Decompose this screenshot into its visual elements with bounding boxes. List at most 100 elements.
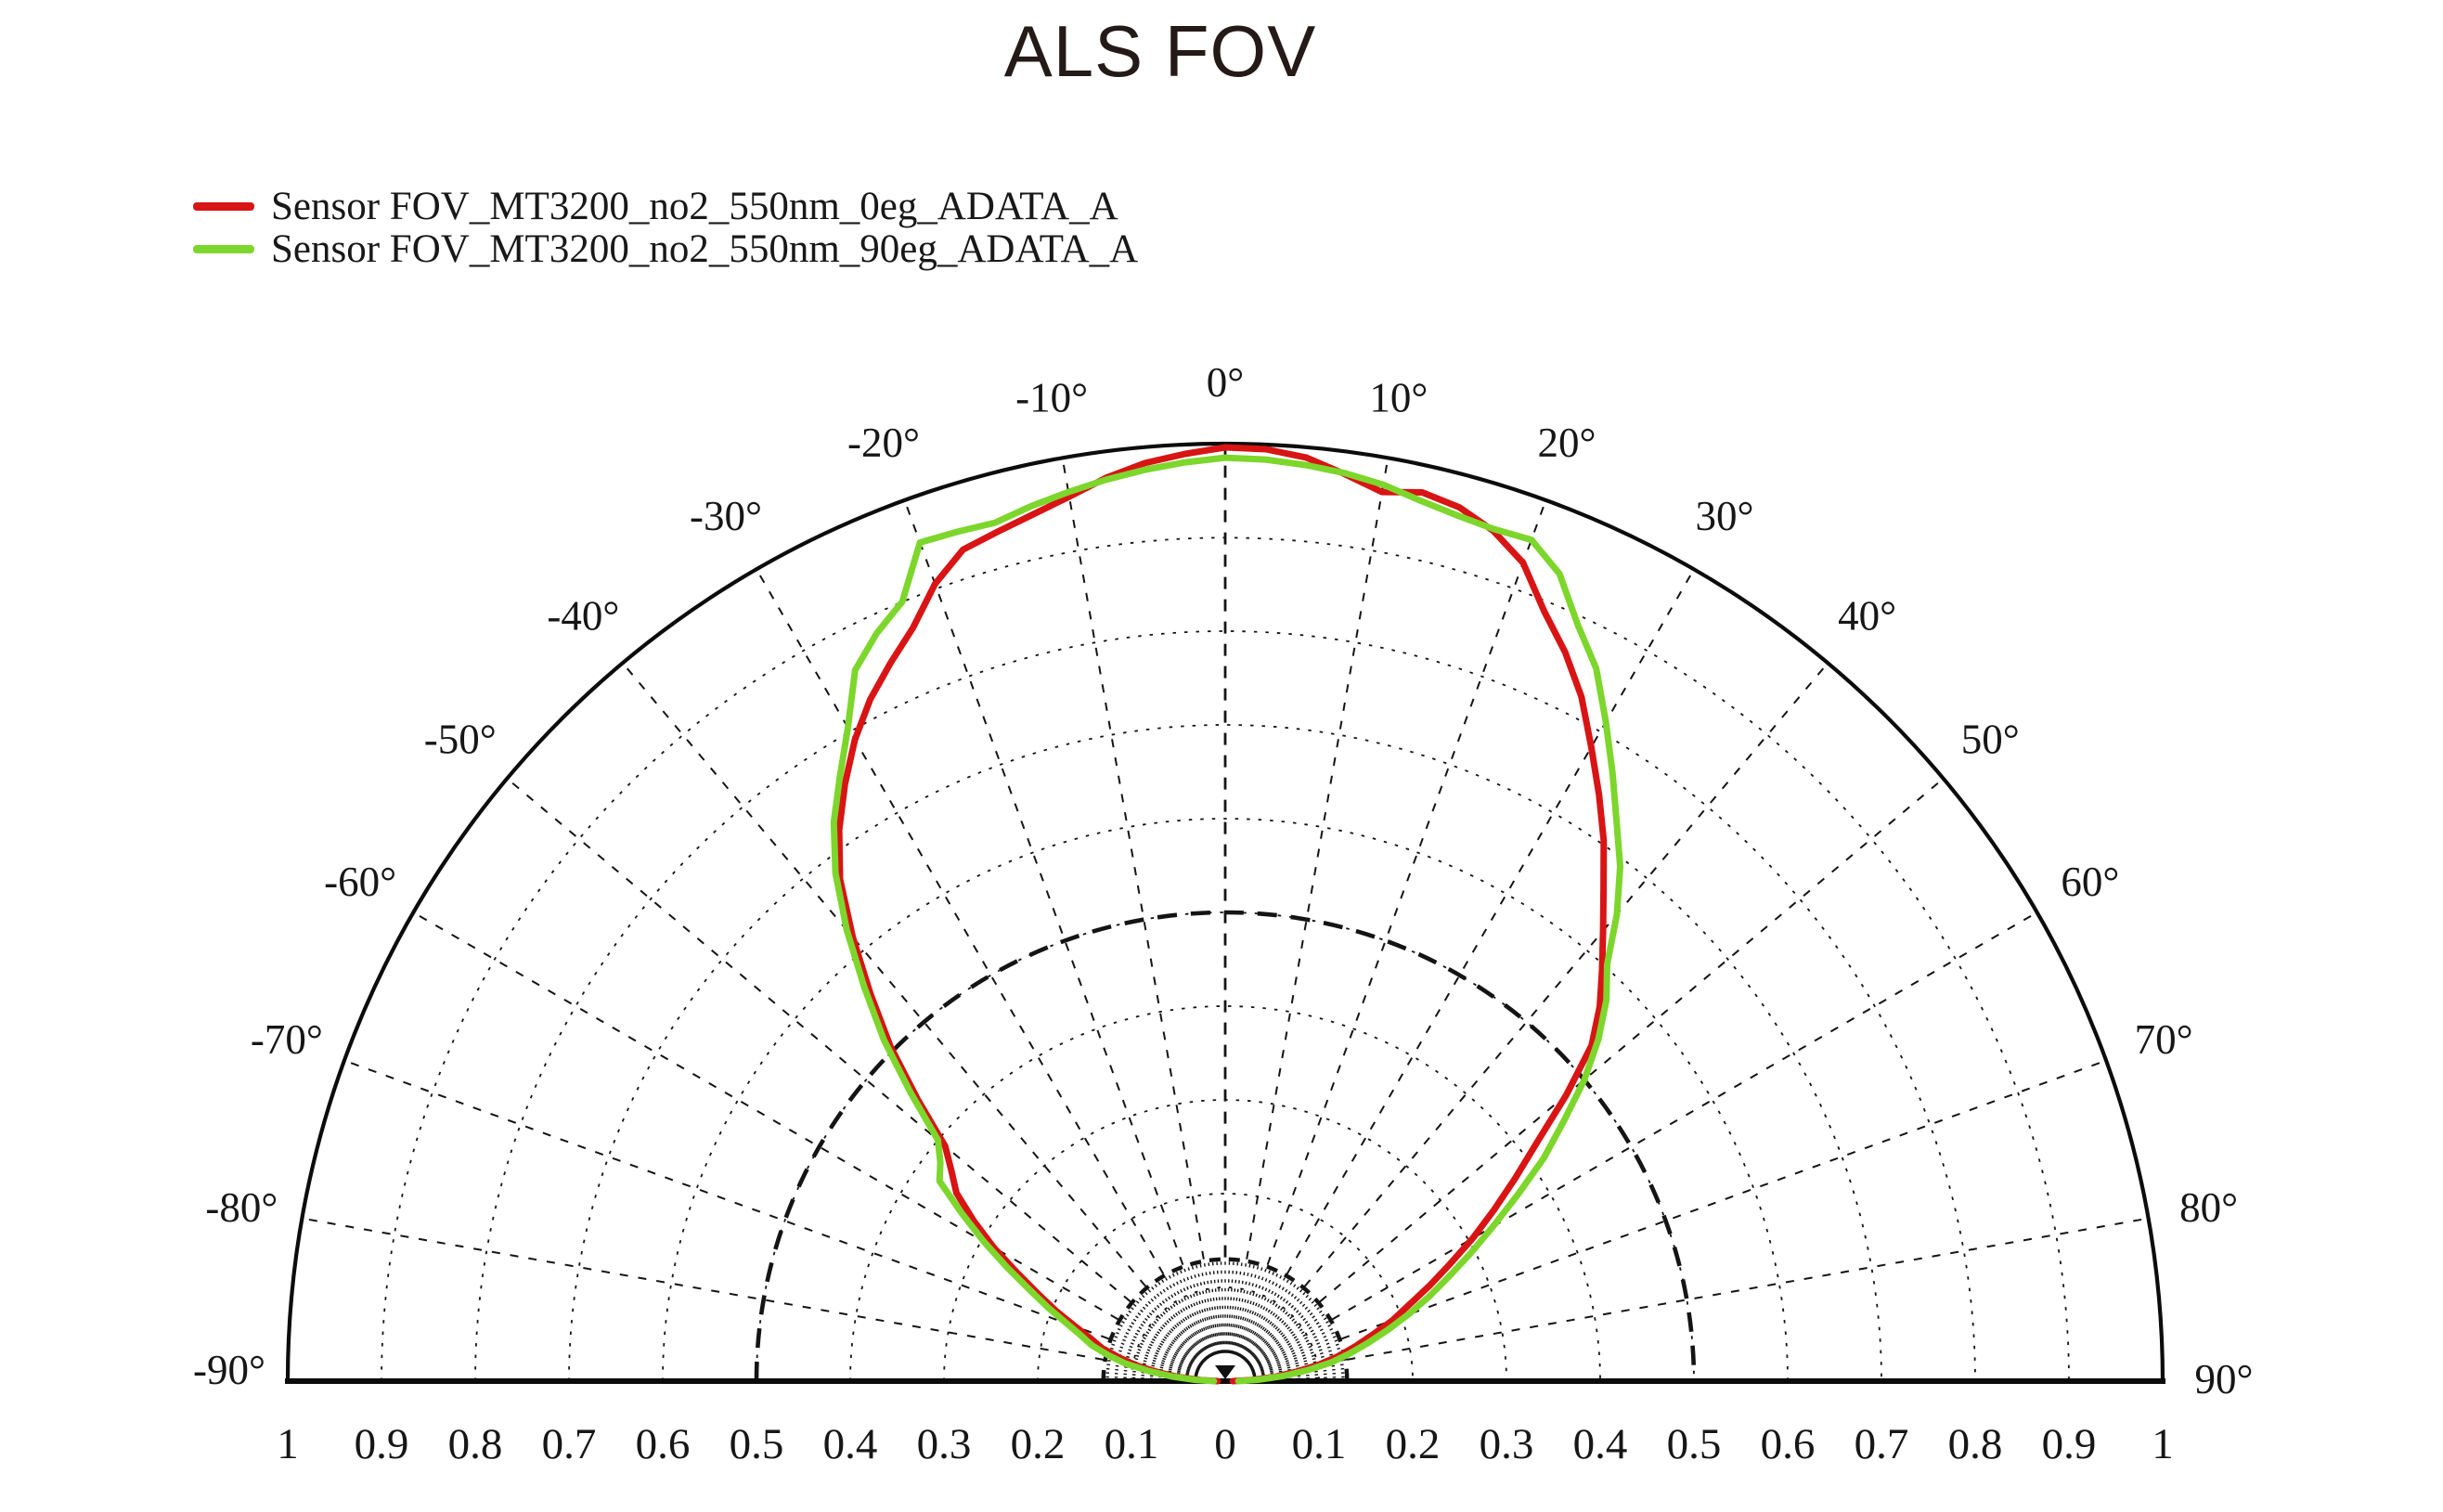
grid-fan-spoke <box>1157 1281 1210 1359</box>
grid-spoke <box>1266 499 1547 1266</box>
grid-fan-spoke <box>1216 1260 1224 1353</box>
grid-fan-spoke <box>1234 1268 1267 1355</box>
grid-fan-spoke <box>1253 1372 1346 1380</box>
grid-fan-spoke <box>1235 1271 1275 1356</box>
radial-tick-label: 0.2 <box>1386 1420 1441 1468</box>
grid-fan-spoke <box>1233 1266 1263 1355</box>
angle-tick-label: -90° <box>193 1347 265 1393</box>
grid-fan-spoke <box>1141 1294 1207 1362</box>
radial-tick-label: 0.1 <box>1105 1420 1159 1468</box>
grid-fan-spoke <box>1248 1320 1330 1368</box>
radial-tick-label: 0.9 <box>355 1420 409 1468</box>
grid-fan-spoke <box>1118 1324 1201 1369</box>
grid-fan-spoke <box>1125 1313 1203 1366</box>
grid-fan-spoke <box>1226 1260 1234 1353</box>
grid-fan-spoke <box>1203 1262 1222 1354</box>
grid-spoke <box>1331 911 2038 1321</box>
angle-tick-label: -60° <box>324 859 396 905</box>
grid-fan-spoke <box>1160 1278 1211 1358</box>
angle-tick-label: 0° <box>1207 359 1245 406</box>
grid-fan-spoke <box>1250 1335 1338 1372</box>
grid-fan-spoke <box>1247 1310 1324 1365</box>
legend-label-90deg: Sensor FOV_MT3200_no2_550nm_90eg_ADATA_A <box>271 227 1139 271</box>
grid-fan-spoke <box>1220 1260 1225 1353</box>
grid-fan-spoke <box>1144 1291 1208 1361</box>
grid-spoke <box>1286 568 1695 1275</box>
grid-fan-spoke <box>1249 1327 1334 1370</box>
grid-fan-spoke <box>1115 1331 1200 1371</box>
grid-fan-spoke <box>1108 1351 1198 1376</box>
radial-tick-label: 0.3 <box>1480 1420 1534 1468</box>
chart-title: ALS FOV <box>1003 10 1317 92</box>
legend-swatch-red-line <box>193 202 254 211</box>
angle-tick-label: 50° <box>1961 716 2020 762</box>
grid-fan-spoke <box>1147 1288 1209 1361</box>
angle-tick-label: 60° <box>2061 859 2119 905</box>
grid-fan-spoke <box>1211 1261 1223 1353</box>
grid-fan-spoke <box>1117 1327 1201 1370</box>
grid-ring-bold-half <box>754 910 1697 1382</box>
legend-label-0deg: Sensor FOV_MT3200_no2_550nm_0eg_ADATA_A <box>271 185 1118 228</box>
axis-labels: -90°-80°-70°-60°-50°-40°-30°-20°-10° 0° 10… <box>193 359 2253 1468</box>
grid-fan-spoke <box>1199 1263 1221 1354</box>
grid-fan-spoke <box>1150 1286 1209 1360</box>
angle-tick-label: 20° <box>1538 420 1596 466</box>
legend-swatch-green-line <box>193 245 254 253</box>
grid-spoke <box>756 568 1165 1275</box>
grid-spoke <box>1340 1059 2107 1340</box>
center-marker <box>1215 1365 1235 1379</box>
grid-fan-spoke <box>1113 1335 1200 1372</box>
angle-tick-label: -40° <box>547 593 619 640</box>
grid-ring <box>662 818 1789 1382</box>
fov-curves <box>830 444 1623 1385</box>
angle-tick-label: -20° <box>847 420 920 466</box>
grid-spoke <box>903 499 1184 1266</box>
radial-tick-label: 0.8 <box>1948 1420 2003 1468</box>
grid-fan-spoke <box>1132 1303 1205 1364</box>
grid-fan-spoke <box>1110 1343 1199 1374</box>
radial-tick-label: 0.5 <box>730 1420 784 1468</box>
grid-fan-spoke <box>1122 1316 1202 1367</box>
grid-fan-spoke <box>1175 1271 1215 1356</box>
outer-rim <box>285 441 2165 1382</box>
grid-spoke <box>343 1059 1110 1340</box>
radial-tick-label: 0.7 <box>1855 1420 1909 1468</box>
radial-tick-label: 0.3 <box>917 1420 972 1468</box>
grid-fan-spoke <box>1164 1276 1212 1358</box>
grid-fan-spoke <box>1246 1299 1315 1363</box>
grid-fan-spoke <box>1244 1294 1310 1362</box>
radial-tick-label: 0.8 <box>448 1420 503 1468</box>
angle-tick-label: 10° <box>1369 374 1428 420</box>
grid-ring <box>756 911 1695 1382</box>
grid-fan-spoke <box>1138 1297 1206 1363</box>
radial-tick-label: 0.6 <box>1761 1420 1816 1468</box>
grid-fan-spoke <box>1251 1343 1340 1374</box>
grid-spoke <box>412 911 1119 1321</box>
angle-tick-label: -30° <box>690 493 762 539</box>
radial-tick-label: 0.5 <box>1667 1420 1722 1468</box>
grid-fan-spoke <box>1252 1355 1343 1376</box>
grid-fan-spoke <box>1242 1288 1303 1361</box>
grid-spoke <box>1319 778 1945 1303</box>
angle-tick-label: -70° <box>251 1016 323 1063</box>
radial-tick-label: 0 <box>1214 1420 1236 1468</box>
angle-tick-label: -10° <box>1015 374 1088 420</box>
grid-spoke <box>1246 458 1390 1260</box>
grid-fan-spoke <box>1229 1262 1247 1354</box>
radial-tick-label: 0.1 <box>1292 1420 1347 1468</box>
grid-fan-spoke <box>1120 1320 1202 1368</box>
grid-fan-spoke <box>1130 1306 1204 1364</box>
grid-fan-spoke <box>1242 1286 1300 1360</box>
grid-fan-spoke <box>1135 1299 1205 1363</box>
grid-fan-spoke <box>1246 1303 1318 1364</box>
grid-spoke <box>622 662 1147 1287</box>
angle-tick-label: 70° <box>2135 1016 2193 1063</box>
grid-fan-spoke <box>1208 1261 1222 1354</box>
grid-fan-spoke <box>1231 1264 1255 1354</box>
grid-fan-spoke <box>1240 1281 1293 1359</box>
radial-tick-label: 0.9 <box>2042 1420 2097 1468</box>
angle-tick-label: 90° <box>2195 1356 2254 1402</box>
radial-tick-label: 0.2 <box>1011 1420 1066 1468</box>
